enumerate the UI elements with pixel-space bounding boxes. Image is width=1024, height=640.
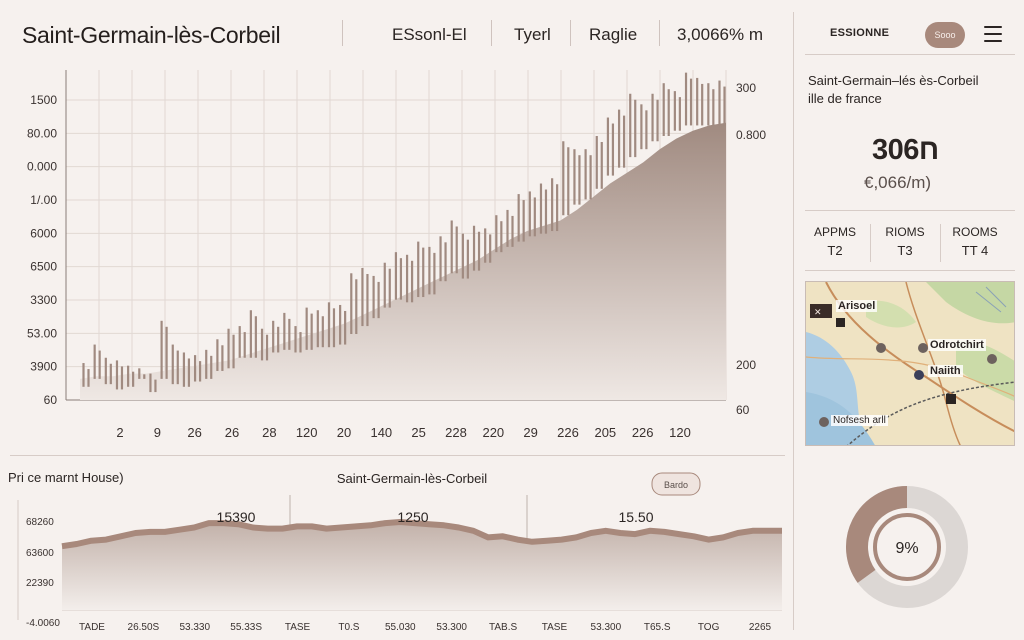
header-divider xyxy=(491,20,492,46)
x-tick-label: 53.300 xyxy=(591,622,622,633)
rooms-head-3: ROOMS xyxy=(952,225,998,239)
x-tick-label: TADE xyxy=(79,622,105,633)
header-item-type[interactable]: Tyerl xyxy=(514,25,551,44)
x-tick-label: 53.300 xyxy=(436,622,467,633)
region-badge[interactable]: Sooo xyxy=(925,22,965,48)
y-tick-label: 3900 xyxy=(30,360,57,374)
header-item-range[interactable]: Raglie xyxy=(589,25,638,44)
panel-divider xyxy=(805,54,1015,55)
x-tick-label: 28 xyxy=(262,425,276,440)
x-tick-label: 205 xyxy=(594,425,616,440)
legend-label: Pri ce marnt House) xyxy=(8,470,124,485)
chart-tag: Bardo xyxy=(664,480,688,490)
price-area xyxy=(80,122,726,401)
section-divider xyxy=(10,455,785,456)
place-region: ille de france xyxy=(808,91,882,106)
location-map[interactable]: ✕ Arisoel Odrotchirt Naiith Nofsesh arll xyxy=(805,281,1015,446)
x-tick-label: 25 xyxy=(411,425,425,440)
x-tick-label: TAB.S xyxy=(489,622,517,633)
y-tick-label: 60 xyxy=(44,393,58,407)
y-tick-label: 1/.00 xyxy=(30,193,57,207)
x-tick-label: 55.33S xyxy=(230,622,262,633)
chart-tag-badge xyxy=(651,472,701,496)
history-line xyxy=(61,519,782,550)
rooms-value-1: T2 xyxy=(827,243,843,258)
x-tick-label: 120 xyxy=(669,425,691,440)
header-item-price: 3,0066% m xyxy=(677,25,763,44)
x-tick-label: 29 xyxy=(523,425,537,440)
x-tick-label: T0.S xyxy=(338,622,359,633)
place-name: Saint-Germain–lés ès-Corbeil xyxy=(808,73,979,88)
y-tick-label: 6500 xyxy=(30,260,57,274)
peak-label: 15390 xyxy=(217,509,256,525)
donut-inner-ring xyxy=(873,513,941,581)
map-label: Naiith xyxy=(928,365,963,377)
y-tick-label: 3300 xyxy=(30,293,57,307)
header-divider xyxy=(659,20,660,46)
x-tick-label: 2265 xyxy=(749,622,772,633)
rooms-value-3: TT 4 xyxy=(961,243,989,258)
y-right-tick-label: 0.800 xyxy=(736,128,766,142)
y-tick-label: 53.00 xyxy=(27,326,57,340)
x-tick-label: 120 xyxy=(296,425,318,440)
map-label: Nofsesh arll xyxy=(831,415,888,426)
y-tick-label: 6000 xyxy=(30,226,57,240)
y-tick-label: 80.00 xyxy=(27,126,57,140)
menu-icon[interactable] xyxy=(984,26,1002,42)
header-divider xyxy=(570,20,571,46)
peak-label: 15.50 xyxy=(618,509,653,525)
x-tick-label: TASE xyxy=(542,622,568,633)
share-donut: 9% xyxy=(846,486,968,608)
donut-segment xyxy=(846,486,908,583)
map-label: Arisoel xyxy=(836,300,878,312)
x-tick-label: 220 xyxy=(482,425,504,440)
header-item-department[interactable]: ESsonl-El xyxy=(392,25,467,44)
x-tick-label: TOG xyxy=(698,622,720,633)
y-tick-label: 0.000 xyxy=(27,160,57,174)
x-tick-label: 26.50S xyxy=(128,622,160,633)
y-tick-label: 68260 xyxy=(26,517,54,528)
x-tick-label: 26 xyxy=(225,425,239,440)
rooms-divider xyxy=(940,224,941,262)
region-label: ESSIONNE xyxy=(830,27,890,39)
y-tick-label: -4.0060 xyxy=(26,618,60,629)
donut-label: 9% xyxy=(895,540,918,557)
y-right-tick-label: 200 xyxy=(736,358,756,372)
price-per-sqm: €,066/m) xyxy=(864,173,932,192)
x-tick-label: 26 xyxy=(187,425,201,440)
x-tick-label: 53.330 xyxy=(179,622,210,633)
header-divider xyxy=(342,20,343,46)
price-trend-chart: 1500 80.00 0.000 1/.00 6000 6500 3300 53.00 3900… xyxy=(27,70,766,440)
y-right-tick-label: 60 xyxy=(736,403,750,417)
rooms-head-2: RIOMS xyxy=(885,225,925,239)
page-title: Saint-Germain-lès-Corbeil xyxy=(22,22,281,48)
y-tick-label: 1500 xyxy=(30,93,57,107)
svg-text:✕: ✕ xyxy=(814,307,822,317)
x-tick-label: 228 xyxy=(445,425,467,440)
x-tick-label: 55.030 xyxy=(385,622,416,633)
price-history-chart: Pri ce marnt House) Saint-Germain-lès-Cor… xyxy=(8,470,782,633)
x-tick-label: 2 xyxy=(116,425,123,440)
rooms-head-1: APPMS xyxy=(813,225,856,239)
x-tick-label: 226 xyxy=(557,425,579,440)
rooms-value-2: T3 xyxy=(897,243,913,258)
rooms-divider xyxy=(870,224,871,262)
panel-divider xyxy=(793,12,794,630)
x-tick-label: T65.S xyxy=(644,622,671,633)
x-tick-label: 140 xyxy=(370,425,392,440)
x-tick-label: TASE xyxy=(285,622,311,633)
x-tick-label: 226 xyxy=(632,425,654,440)
y-tick-label: 63600 xyxy=(26,548,54,559)
chart-title: Saint-Germain-lès-Corbeil xyxy=(337,471,487,486)
panel-divider xyxy=(805,270,1015,271)
x-tick-label: 20 xyxy=(337,425,351,440)
y-right-tick-label: 300 xyxy=(736,81,756,95)
x-tick-label: 9 xyxy=(154,425,161,440)
panel-divider xyxy=(805,210,1015,211)
y-tick-label: 22390 xyxy=(26,578,54,589)
price-value: 306ח xyxy=(872,134,939,166)
peak-label: 1250 xyxy=(397,509,428,525)
history-area xyxy=(62,522,782,610)
map-label: Odrotchirt xyxy=(928,339,986,351)
